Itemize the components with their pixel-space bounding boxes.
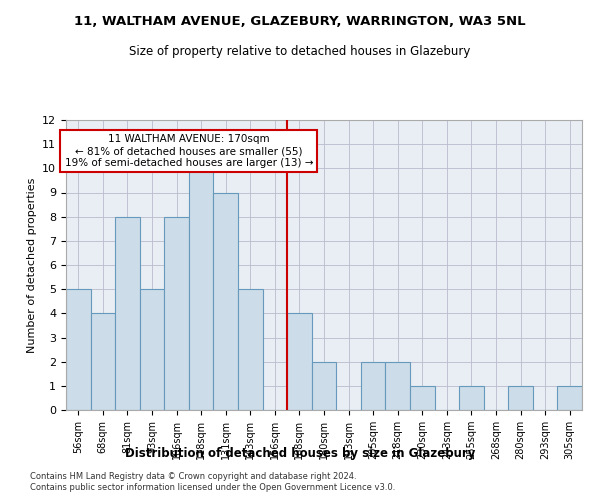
Bar (189, 168, 214, 410)
Bar (164, 216, 189, 410)
Text: Contains HM Land Registry data © Crown copyright and database right 2024.: Contains HM Land Registry data © Crown c… (30, 472, 356, 481)
Bar (66, 289, 91, 410)
Bar (557, 386, 582, 410)
Text: Distribution of detached houses by size in Glazebury: Distribution of detached houses by size … (125, 448, 475, 460)
Bar (459, 386, 484, 410)
Bar (361, 362, 385, 410)
Text: 11, WALTHAM AVENUE, GLAZEBURY, WARRINGTON, WA3 5NL: 11, WALTHAM AVENUE, GLAZEBURY, WARRINGTO… (74, 15, 526, 28)
Bar (508, 386, 533, 410)
Bar (140, 289, 164, 410)
Y-axis label: Number of detached properties: Number of detached properties (26, 178, 37, 352)
Bar (115, 216, 140, 410)
Bar (91, 314, 115, 410)
Bar (312, 362, 336, 410)
Text: 11 WALTHAM AVENUE: 170sqm
← 81% of detached houses are smaller (55)
19% of semi-: 11 WALTHAM AVENUE: 170sqm ← 81% of detac… (65, 134, 313, 168)
Bar (238, 289, 263, 410)
Bar (214, 192, 238, 410)
Bar (385, 362, 410, 410)
Bar (287, 314, 312, 410)
Text: Size of property relative to detached houses in Glazebury: Size of property relative to detached ho… (130, 45, 470, 58)
Bar (410, 386, 434, 410)
Text: Contains public sector information licensed under the Open Government Licence v3: Contains public sector information licen… (30, 483, 395, 492)
